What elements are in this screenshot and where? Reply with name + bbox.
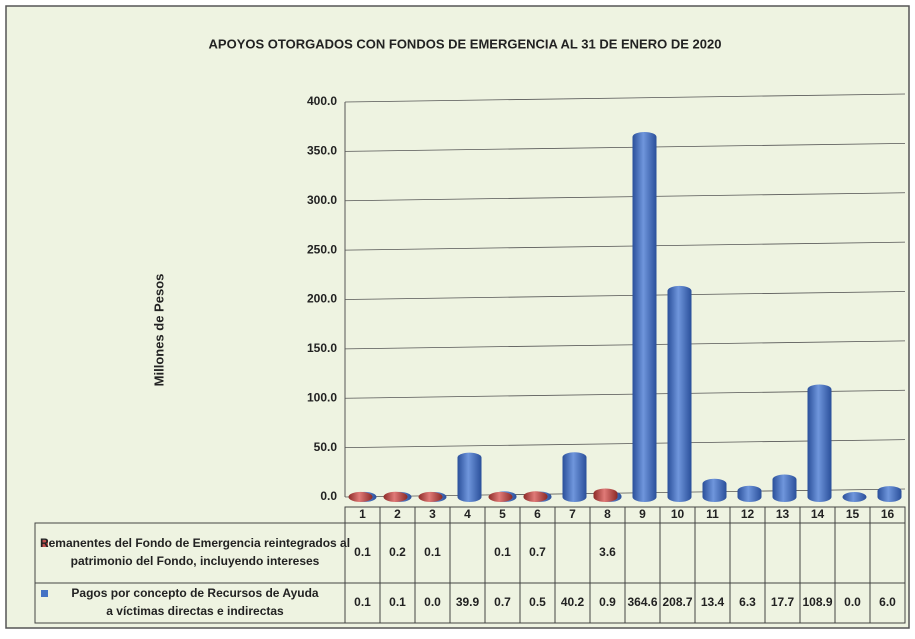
y-tick-label: 50.0 bbox=[314, 440, 338, 454]
data-label: 0.9 bbox=[599, 595, 616, 609]
y-tick-label: 0.0 bbox=[320, 489, 337, 503]
grid-line bbox=[344, 241, 906, 251]
bar bbox=[807, 384, 832, 502]
data-label: 0.2 bbox=[389, 545, 406, 559]
data-label: 208.7 bbox=[662, 595, 692, 609]
data-label: 40.2 bbox=[561, 595, 585, 609]
bar bbox=[348, 491, 373, 502]
y-tick-label: 300.0 bbox=[307, 193, 337, 207]
data-label: 0.1 bbox=[424, 545, 441, 559]
data-label: 0.0 bbox=[844, 595, 861, 609]
grid-line bbox=[344, 93, 906, 103]
bar bbox=[383, 491, 408, 502]
x-tick-label: 10 bbox=[671, 507, 685, 521]
bar bbox=[523, 491, 548, 502]
table-bg bbox=[34, 522, 346, 624]
data-label: 0.1 bbox=[389, 595, 406, 609]
x-tick-label: 5 bbox=[499, 507, 506, 521]
data-label: 108.9 bbox=[802, 595, 832, 609]
data-label: 39.9 bbox=[456, 595, 480, 609]
bar bbox=[702, 478, 727, 502]
grid-line bbox=[344, 340, 906, 350]
data-label: 0.7 bbox=[529, 545, 546, 559]
data-label: 6.0 bbox=[879, 595, 896, 609]
x-tick-label: 9 bbox=[639, 507, 646, 521]
x-tick-label: 7 bbox=[569, 507, 576, 521]
x-tick-label: 2 bbox=[394, 507, 401, 521]
bar bbox=[632, 131, 657, 502]
data-label: 364.6 bbox=[627, 595, 657, 609]
x-tick-label: 3 bbox=[429, 507, 436, 521]
bar bbox=[877, 486, 902, 502]
data-label: 0.1 bbox=[494, 545, 511, 559]
data-label: 0.7 bbox=[494, 595, 511, 609]
bar bbox=[488, 491, 513, 502]
bar bbox=[667, 285, 692, 502]
bar bbox=[737, 485, 762, 502]
x-tick-label: 6 bbox=[534, 507, 541, 521]
x-tick-label: 13 bbox=[776, 507, 790, 521]
bar bbox=[842, 492, 867, 502]
x-tick-label: 12 bbox=[741, 507, 755, 521]
y-axis-title: Millones de Pesos bbox=[151, 274, 166, 387]
y-tick-label: 200.0 bbox=[307, 292, 337, 306]
x-tick-label: 16 bbox=[881, 507, 895, 521]
data-label: 0.5 bbox=[529, 595, 546, 609]
x-tick-label: 14 bbox=[811, 507, 825, 521]
data-label: 3.6 bbox=[599, 545, 616, 559]
bar bbox=[562, 452, 587, 502]
legend-label: Remanentes del Fondo de Emergencia reint… bbox=[40, 536, 350, 568]
data-label: 6.3 bbox=[739, 595, 756, 609]
data-label: 0.0 bbox=[424, 595, 441, 609]
legend-key bbox=[41, 540, 48, 547]
bar bbox=[593, 488, 618, 502]
y-tick-label: 250.0 bbox=[307, 242, 337, 256]
chart-title: APOYOS OTORGADOS CON FONDOS DE EMERGENCI… bbox=[209, 36, 722, 51]
x-tick-label: 1 bbox=[359, 507, 366, 521]
x-tick-label: 8 bbox=[604, 507, 611, 521]
grid-line bbox=[344, 291, 906, 300]
grid-line bbox=[344, 192, 906, 202]
x-tick-label: 4 bbox=[464, 507, 471, 521]
bar bbox=[457, 452, 482, 502]
grid-line bbox=[344, 142, 906, 152]
x-tick-label: 11 bbox=[706, 507, 719, 521]
y-tick-label: 100.0 bbox=[307, 390, 337, 404]
x-tick-label: 15 bbox=[846, 507, 860, 521]
data-label: 0.1 bbox=[354, 595, 371, 609]
y-tick-label: 400.0 bbox=[307, 94, 337, 108]
y-tick-label: 350.0 bbox=[307, 144, 337, 158]
legend-key bbox=[41, 590, 48, 597]
legend-label: Pagos por concepto de Recursos de Ayuda a… bbox=[71, 586, 318, 618]
data-label: 0.1 bbox=[354, 545, 371, 559]
data-label: 17.7 bbox=[771, 595, 795, 609]
y-tick-label: 150.0 bbox=[307, 341, 337, 355]
bar bbox=[772, 474, 797, 502]
bar bbox=[418, 491, 443, 502]
data-label: 13.4 bbox=[701, 595, 725, 609]
